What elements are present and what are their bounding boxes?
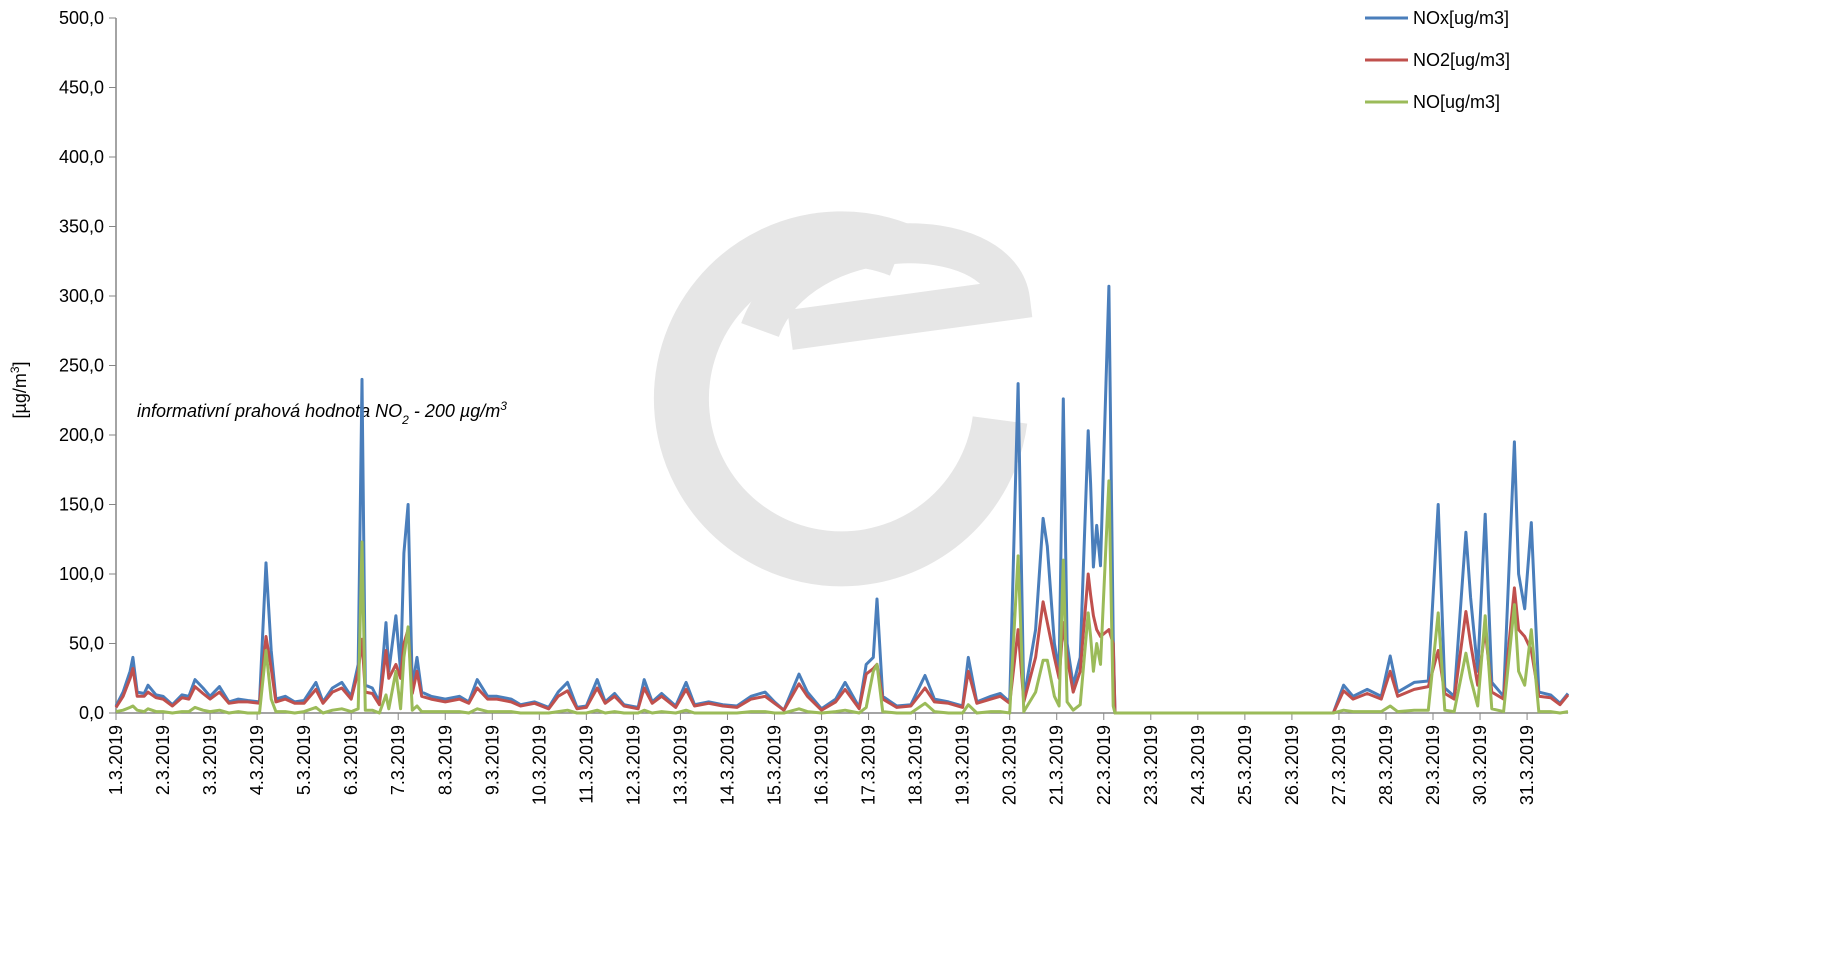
text-part: [µg/m	[10, 373, 30, 418]
x-tick-label: 22.3.2019	[1094, 725, 1114, 805]
x-tick-label: 26.3.2019	[1282, 725, 1302, 805]
x-tick-label: 3.3.2019	[200, 725, 220, 795]
x-tick-label: 6.3.2019	[341, 725, 361, 795]
y-tick-label: 500,0	[59, 8, 104, 28]
watermark	[653, 211, 1033, 587]
x-tick-label: 20.3.2019	[1000, 725, 1020, 805]
y-tick-label: 250,0	[59, 356, 104, 376]
x-tick-label: 24.3.2019	[1188, 725, 1208, 805]
x-tick-label: 2.3.2019	[153, 725, 173, 795]
y-tick-label: 450,0	[59, 78, 104, 98]
x-tick-label: 21.3.2019	[1047, 725, 1067, 805]
x-tick-label: 31.3.2019	[1517, 725, 1537, 805]
text-part: ]	[10, 361, 30, 366]
x-tick-label: 5.3.2019	[294, 725, 314, 795]
x-tick-label: 17.3.2019	[859, 725, 879, 805]
x-tick-label: 10.3.2019	[529, 725, 549, 805]
series-line	[115, 479, 1569, 715]
legend-label: NO2[ug/m3]	[1413, 50, 1510, 70]
series-line	[114, 572, 1570, 715]
x-tick-label: 11.3.2019	[576, 725, 596, 804]
x-tick-label: 15.3.2019	[765, 725, 785, 805]
x-tick-label: 16.3.2019	[812, 725, 832, 805]
x-tick-label: 14.3.2019	[717, 725, 737, 805]
x-tick-label: 19.3.2019	[953, 725, 973, 805]
legend-label: NOx[ug/m3]	[1413, 8, 1509, 28]
x-tick-label: 7.3.2019	[388, 725, 408, 795]
y-tick-label: 300,0	[59, 286, 104, 306]
x-tick-label: 23.3.2019	[1141, 725, 1161, 805]
series-line	[114, 284, 1570, 715]
y-tick-label: 100,0	[59, 564, 104, 584]
text-part: 3	[8, 366, 22, 373]
x-tick-label: 25.3.2019	[1235, 725, 1255, 805]
text-part: informativní prahová hodnota NO	[137, 401, 402, 421]
legend-label: NO[ug/m3]	[1413, 92, 1500, 112]
x-tick-label: 12.3.2019	[623, 725, 643, 805]
x-tick-label: 30.3.2019	[1470, 725, 1490, 805]
text-part: 3	[500, 399, 507, 413]
x-tick-label: 27.3.2019	[1329, 725, 1349, 805]
x-tick-label: 28.3.2019	[1376, 725, 1396, 805]
x-tick-label: 13.3.2019	[670, 725, 690, 805]
y-tick-label: 50,0	[69, 634, 104, 654]
annotation: informativní prahová hodnota NO2 - 200 µ…	[137, 399, 507, 427]
y-axis-label: [µg/m3]	[8, 361, 30, 418]
y-tick-label: 350,0	[59, 217, 104, 237]
y-tick-label: 0,0	[79, 703, 104, 723]
y-tick-label: 150,0	[59, 495, 104, 515]
x-tick-label: 4.3.2019	[247, 725, 267, 795]
x-tick-label: 18.3.2019	[906, 725, 926, 805]
x-tick-label: 29.3.2019	[1423, 725, 1443, 805]
x-tick-label: 1.3.2019	[106, 725, 126, 795]
x-tick-label: 8.3.2019	[435, 725, 455, 795]
y-tick-label: 200,0	[59, 425, 104, 445]
x-tick-label: 9.3.2019	[482, 725, 502, 795]
text-part: 2	[401, 413, 409, 427]
y-tick-label: 400,0	[59, 147, 104, 167]
text-part: - 200 µg/m	[409, 401, 500, 421]
